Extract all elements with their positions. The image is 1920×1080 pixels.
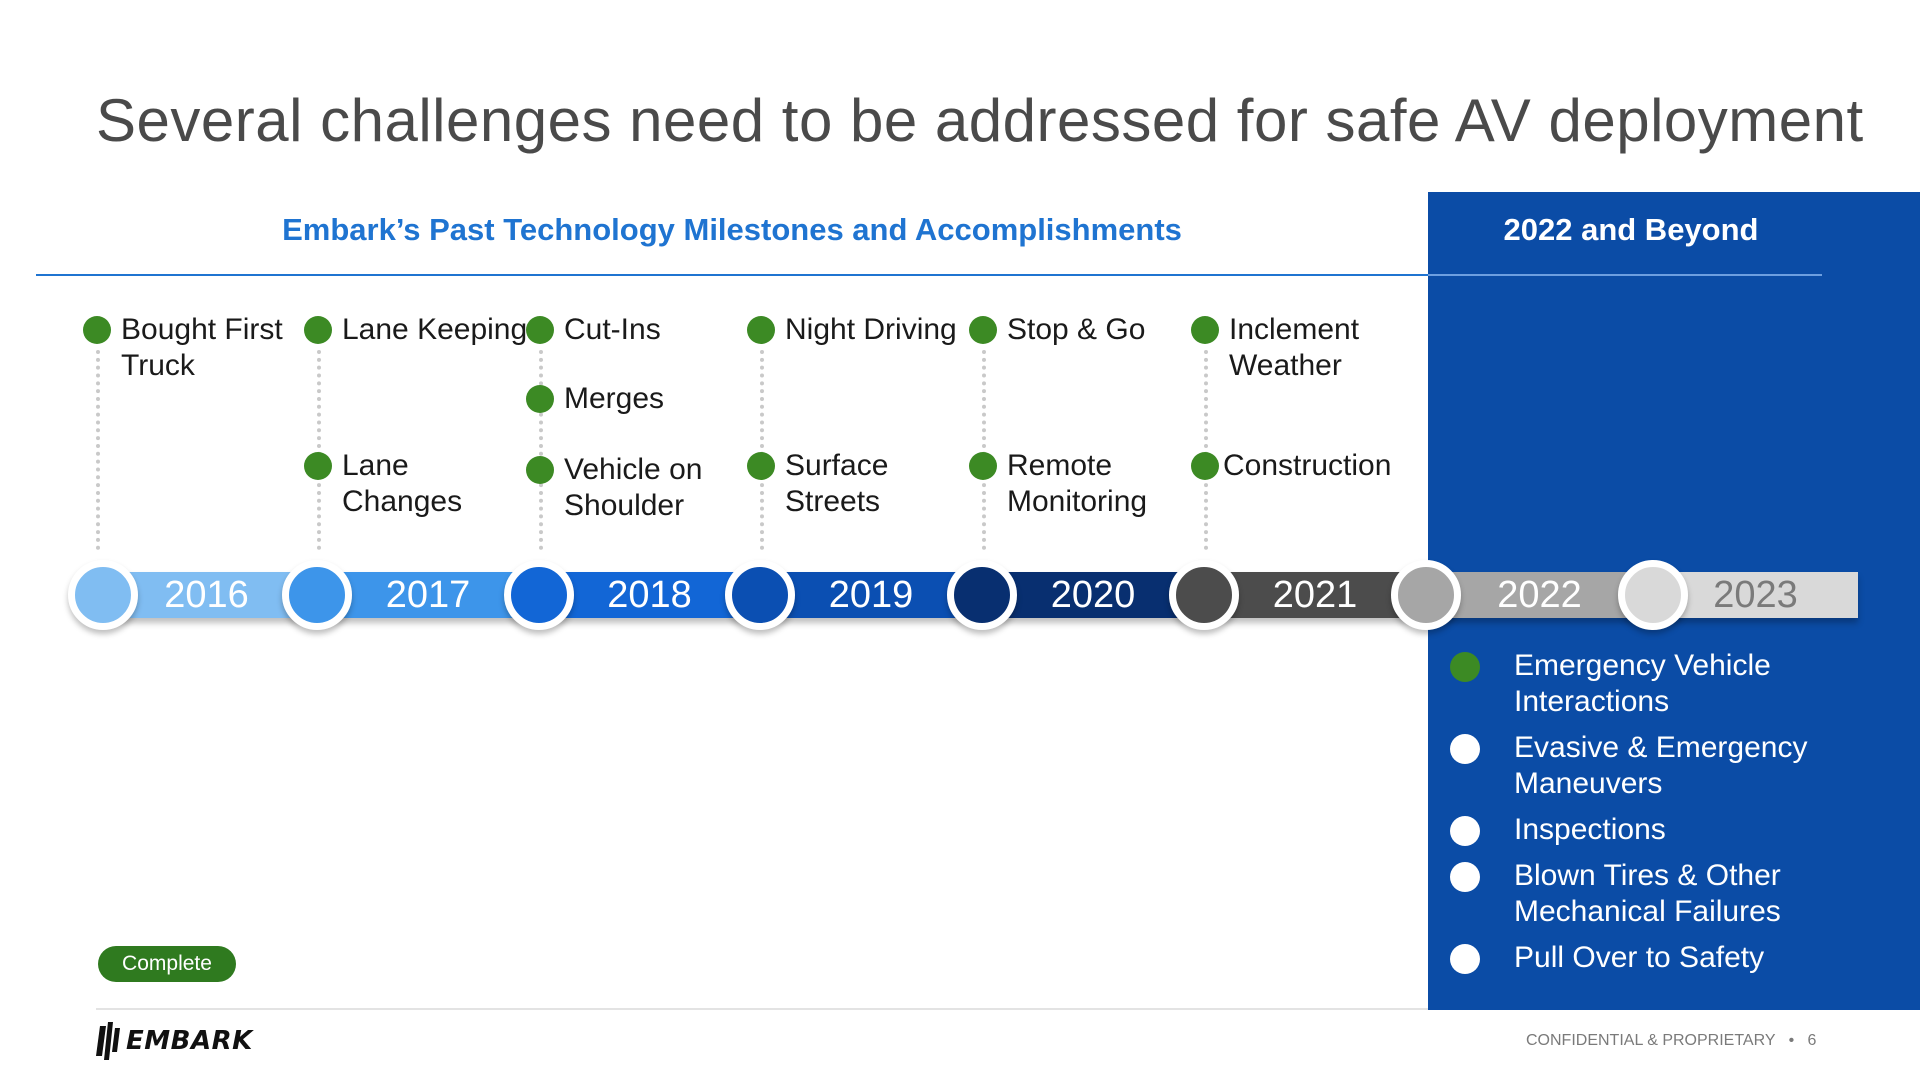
timeline: 2016 2017 2018 2019 2020 2021 2022 2023 — [0, 560, 1920, 630]
complete-dot — [747, 316, 775, 344]
header-divider — [36, 274, 1822, 276]
page-number: 6 — [1807, 1032, 1817, 1049]
beyond-item-emergency-vehicle: Emergency Vehicle Interactions — [1450, 648, 1771, 720]
past-milestones-header: Embark’s Past Technology Milestones and … — [282, 212, 1182, 247]
connector-2017 — [317, 350, 321, 550]
complete-dot — [969, 316, 997, 344]
legend-complete: Complete — [98, 946, 236, 982]
timeline-node-2017 — [282, 560, 352, 630]
milestone-label: Inclement Weather — [1229, 313, 1360, 382]
timeline-segment-2021: 2021 — [1204, 572, 1426, 618]
milestone-label: Night Driving — [785, 313, 957, 346]
year-label-2021: 2021 — [1272, 573, 1358, 616]
complete-dot — [83, 316, 111, 344]
timeline-node-2021 — [1169, 560, 1239, 630]
milestone-stop-and-go: Stop & Go — [969, 312, 1145, 348]
beyond-item-label: Emergency Vehicle Interactions — [1514, 649, 1771, 718]
milestone-merges: Merges — [526, 381, 664, 417]
year-label-2020: 2020 — [1050, 573, 1136, 616]
milestone-label: Remote Monitoring — [1007, 449, 1148, 518]
milestone-surface-streets: Surface Streets — [747, 448, 888, 520]
milestone-label: Lane Keeping — [342, 313, 528, 346]
embark-logo: EMBARK — [96, 1020, 253, 1062]
status-dot — [1450, 816, 1480, 846]
complete-dot — [969, 452, 997, 480]
beyond-item-inspections: Inspections — [1450, 812, 1666, 848]
year-label-2019: 2019 — [828, 573, 914, 616]
milestone-label: Vehicle on Shoulder — [564, 453, 703, 522]
footer-confidential: CONFIDENTIAL & PROPRIETARY • 6 — [1526, 1032, 1816, 1050]
beyond-header: 2022 and Beyond — [1503, 212, 1759, 247]
milestone-lane-changes: Lane Changes — [304, 448, 462, 520]
milestone-label: Merges — [564, 382, 665, 415]
milestone-label: Surface Streets — [785, 449, 889, 518]
status-dot — [1450, 862, 1480, 892]
timeline-node-2019 — [725, 560, 795, 630]
beyond-item-label: Pull Over to Safety — [1514, 941, 1765, 974]
timeline-segment-2018: 2018 — [539, 572, 760, 618]
beyond-item-label: Evasive & Emergency Maneuvers — [1514, 731, 1808, 800]
status-dot — [1450, 734, 1480, 764]
year-label-2017: 2017 — [385, 573, 471, 616]
connector-2018 — [539, 350, 543, 550]
milestone-inclement-weather: Inclement Weather — [1191, 312, 1359, 384]
confidential-label: CONFIDENTIAL & PROPRIETARY — [1526, 1032, 1776, 1049]
timeline-node-2016 — [68, 560, 138, 630]
beyond-item-pull-over: Pull Over to Safety — [1450, 940, 1764, 976]
status-dot — [1450, 944, 1480, 974]
complete-dot — [526, 385, 554, 413]
footer-divider — [96, 1008, 1428, 1010]
year-label-2022: 2022 — [1497, 573, 1582, 616]
logo-text: EMBARK — [126, 1026, 253, 1056]
complete-dot — [1191, 316, 1219, 344]
milestone-bought-first-truck: Bought First Truck — [83, 312, 283, 384]
milestone-label: Lane Changes — [342, 449, 463, 518]
beyond-item-label: Inspections — [1514, 813, 1666, 846]
milestone-vehicle-on-shoulder: Vehicle on Shoulder — [526, 452, 702, 524]
year-label-2023: 2023 — [1713, 573, 1798, 616]
complete-dot — [304, 452, 332, 480]
timeline-node-2018 — [504, 560, 574, 630]
status-dot — [1450, 652, 1480, 682]
complete-dot — [526, 316, 554, 344]
complete-dot — [1191, 452, 1219, 480]
beyond-item-blown-tires: Blown Tires & Other Mechanical Failures — [1450, 858, 1781, 930]
milestone-night-driving: Night Driving — [747, 312, 957, 348]
timeline-segment-2020: 2020 — [982, 572, 1204, 618]
milestone-label: Construction — [1223, 449, 1392, 482]
milestone-remote-monitoring: Remote Monitoring — [969, 448, 1147, 520]
timeline-node-2022 — [1391, 560, 1461, 630]
beyond-item-label: Blown Tires & Other Mechanical Failures — [1514, 859, 1781, 928]
page-title: Several challenges need to be addressed … — [96, 87, 1864, 154]
timeline-segment-2019: 2019 — [760, 572, 982, 618]
connector-2020 — [982, 350, 986, 550]
timeline-node-2020 — [947, 560, 1017, 630]
beyond-item-evasive-maneuvers: Evasive & Emergency Maneuvers — [1450, 730, 1807, 802]
timeline-segment-2017: 2017 — [317, 572, 539, 618]
connector-2019 — [760, 350, 764, 550]
milestone-lane-keeping: Lane Keeping — [304, 312, 527, 348]
milestone-label: Bought First Truck — [121, 313, 283, 382]
footer-bullet: • — [1779, 1032, 1804, 1049]
embark-logo-mark-icon — [96, 1022, 120, 1060]
milestone-cut-ins: Cut-Ins — [526, 312, 661, 348]
connector-2021 — [1204, 350, 1208, 550]
beyond-header-divider — [1428, 274, 1822, 276]
timeline-node-2023 — [1618, 560, 1688, 630]
year-label-2016: 2016 — [164, 573, 249, 616]
complete-dot — [304, 316, 332, 344]
complete-dot — [747, 452, 775, 480]
milestone-construction: Construction — [1191, 448, 1391, 484]
milestone-label: Cut-Ins — [564, 313, 661, 346]
timeline-segment-2022: 2022 — [1426, 572, 1653, 618]
connector-2016 — [96, 350, 100, 550]
complete-dot — [526, 456, 554, 484]
year-label-2018: 2018 — [607, 573, 692, 616]
milestone-label: Stop & Go — [1007, 313, 1146, 346]
